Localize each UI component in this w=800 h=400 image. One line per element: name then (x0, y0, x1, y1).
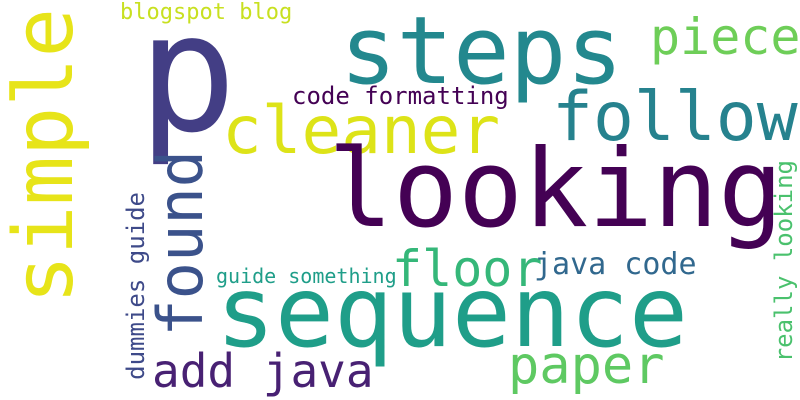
word-blogspot-blog: blogspot blog (120, 0, 293, 25)
word-dummies-guide: dummies guide (122, 192, 150, 380)
word-paper: paper (508, 336, 665, 396)
word-guide-something: guide something (216, 264, 397, 288)
word-simple: simple (0, 8, 92, 305)
word-cleaner: cleaner (222, 92, 501, 169)
word-java-code: java code (534, 247, 697, 282)
word-sequence: sequence (216, 256, 689, 370)
word-really-looking: really looking (770, 160, 798, 363)
word-steps: steps (340, 0, 623, 106)
word-looking: looking (328, 127, 784, 252)
word-found: found (144, 150, 217, 337)
word-piece: piece (650, 8, 800, 66)
word-code-formatting: code formatting (292, 82, 509, 110)
word-follow: follow (552, 78, 798, 157)
word-add-java: add java (152, 344, 374, 398)
word-floor: floor (392, 240, 543, 298)
word-p: p (138, 0, 237, 169)
